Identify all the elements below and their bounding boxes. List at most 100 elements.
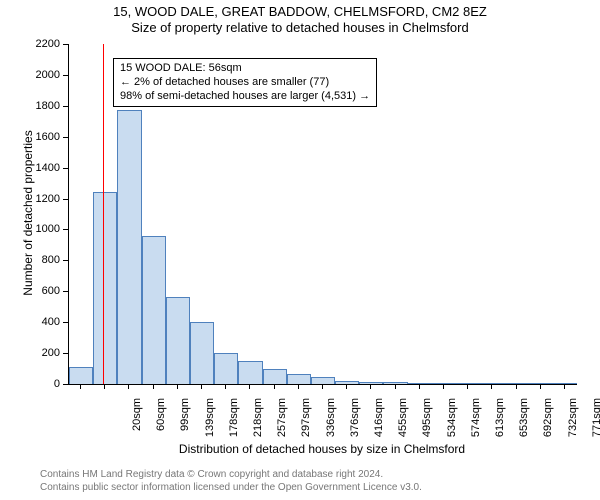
ytick-label: 600 [28, 285, 60, 297]
histogram-bar [311, 377, 335, 384]
xtick-label: 139sqm [204, 398, 216, 458]
xtick-label: 99sqm [179, 398, 191, 458]
xtick-label: 495sqm [421, 398, 433, 458]
footer: Contains HM Land Registry data © Crown c… [40, 468, 422, 494]
histogram-bar [359, 382, 383, 384]
xtick-mark [467, 384, 468, 389]
xtick-label: 297sqm [300, 398, 312, 458]
property-marker-line [103, 44, 104, 384]
xtick-mark [516, 384, 517, 389]
xtick-mark [419, 384, 420, 389]
ytick-label: 1800 [28, 100, 60, 112]
ytick-mark [63, 199, 68, 200]
ytick-label: 800 [28, 254, 60, 266]
xtick-label: 376sqm [349, 398, 361, 458]
xtick-mark [395, 384, 396, 389]
ytick-mark [63, 291, 68, 292]
xtick-label: 455sqm [397, 398, 409, 458]
ytick-mark [63, 106, 68, 107]
ytick-label: 2200 [28, 38, 60, 50]
annotation-box: 15 WOOD DALE: 56sqm ← 2% of detached hou… [113, 58, 377, 107]
xtick-mark [104, 384, 105, 389]
xtick-label: 574sqm [470, 398, 482, 458]
xtick-mark [249, 384, 250, 389]
histogram-bar [408, 383, 432, 384]
histogram-bar [69, 367, 93, 384]
annotation-line3: 98% of semi-detached houses are larger (… [120, 90, 370, 104]
xtick-mark [540, 384, 541, 389]
y-axis-label: Number of detached properties [21, 113, 35, 313]
ytick-mark [63, 229, 68, 230]
histogram-bar [117, 110, 141, 384]
xtick-label: 60sqm [155, 398, 167, 458]
histogram-bar [456, 383, 480, 384]
histogram-bar [529, 383, 553, 384]
ytick-mark [63, 44, 68, 45]
xtick-mark [564, 384, 565, 389]
histogram-bar [287, 374, 311, 384]
xtick-label: 613sqm [494, 398, 506, 458]
histogram-bar [166, 297, 190, 384]
ytick-mark [63, 384, 68, 385]
histogram-bar [93, 192, 117, 384]
footer-line2: Contains public sector information licen… [40, 481, 422, 494]
ytick-mark [63, 322, 68, 323]
xtick-label: 178sqm [228, 398, 240, 458]
histogram-bar [238, 361, 262, 384]
xtick-label: 336sqm [325, 398, 337, 458]
ytick-label: 1200 [28, 193, 60, 205]
xtick-mark [128, 384, 129, 389]
histogram-bar [335, 381, 359, 384]
x-axis-label: Distribution of detached houses by size … [152, 442, 492, 456]
histogram-bar [480, 383, 504, 384]
ytick-mark [63, 137, 68, 138]
histogram-bar [214, 353, 238, 384]
xtick-mark [346, 384, 347, 389]
xtick-mark [443, 384, 444, 389]
xtick-mark [201, 384, 202, 389]
ytick-label: 1600 [28, 131, 60, 143]
xtick-mark [177, 384, 178, 389]
xtick-mark [370, 384, 371, 389]
xtick-mark [225, 384, 226, 389]
xtick-mark [491, 384, 492, 389]
ytick-label: 200 [28, 347, 60, 359]
xtick-mark [153, 384, 154, 389]
xtick-label: 218sqm [252, 398, 264, 458]
xtick-mark [298, 384, 299, 389]
xtick-label: 20sqm [131, 398, 143, 458]
xtick-mark [322, 384, 323, 389]
chart-container: 15, WOOD DALE, GREAT BADDOW, CHELMSFORD,… [0, 0, 600, 500]
xtick-label: 692sqm [542, 398, 554, 458]
ytick-mark [63, 168, 68, 169]
histogram-bar [190, 322, 214, 384]
subtitle: Size of property relative to detached ho… [0, 20, 600, 36]
ytick-label: 2000 [28, 69, 60, 81]
xtick-mark [274, 384, 275, 389]
histogram-bar [383, 382, 407, 384]
ytick-mark [63, 260, 68, 261]
histogram-bar [504, 383, 528, 384]
histogram-bar [263, 369, 287, 384]
ytick-mark [63, 75, 68, 76]
xtick-mark [80, 384, 81, 389]
footer-line1: Contains HM Land Registry data © Crown c… [40, 468, 422, 481]
xtick-label: 534sqm [446, 398, 458, 458]
histogram-bar [142, 236, 166, 384]
ytick-label: 1400 [28, 162, 60, 174]
header: 15, WOOD DALE, GREAT BADDOW, CHELMSFORD,… [0, 0, 600, 37]
xtick-label: 653sqm [518, 398, 530, 458]
xtick-label: 771sqm [591, 398, 600, 458]
histogram-bar [432, 383, 456, 384]
ytick-label: 1000 [28, 223, 60, 235]
xtick-label: 416sqm [373, 398, 385, 458]
histogram-bar [553, 383, 577, 384]
ytick-label: 400 [28, 316, 60, 328]
address-title: 15, WOOD DALE, GREAT BADDOW, CHELMSFORD,… [0, 4, 600, 20]
annotation-line1: 15 WOOD DALE: 56sqm [120, 62, 370, 76]
xtick-label: 732sqm [567, 398, 579, 458]
xtick-label: 257sqm [276, 398, 288, 458]
ytick-label: 0 [28, 378, 60, 390]
annotation-line2: ← 2% of detached houses are smaller (77) [120, 76, 370, 90]
ytick-mark [63, 353, 68, 354]
